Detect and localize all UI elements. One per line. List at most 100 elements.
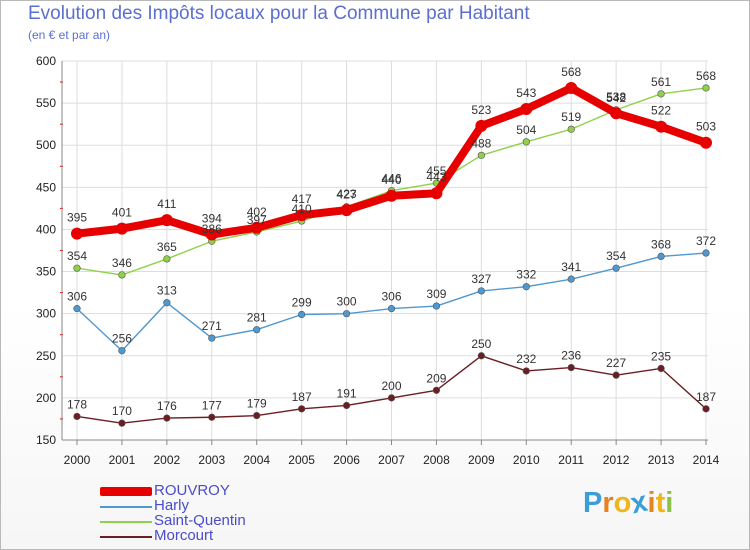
data-label-morcourt: 178 xyxy=(67,397,87,411)
data-label-morcourt: 179 xyxy=(247,397,267,411)
data-point-rouvroy xyxy=(71,227,83,240)
data-point-rouvroy xyxy=(655,120,668,133)
logo-letter: t xyxy=(655,487,666,519)
series-lines xyxy=(71,81,712,427)
data-point-morcourt xyxy=(567,363,575,372)
logo-letter: P xyxy=(583,487,603,519)
data-point-rouvroy xyxy=(340,204,353,217)
data-point-morcourt xyxy=(118,419,126,427)
x-tick-label: 2010 xyxy=(513,453,540,467)
data-point-morcourt xyxy=(432,386,441,394)
data-label-rouvroy: 402 xyxy=(247,205,267,219)
data-label-saint-quentin: 354 xyxy=(67,249,87,263)
x-tick-label: 2009 xyxy=(468,453,495,467)
x-tick-label: 2011 xyxy=(558,453,584,467)
data-label-harly: 332 xyxy=(516,268,536,282)
data-point-rouvroy xyxy=(250,221,263,234)
data-label-saint-quentin: 488 xyxy=(471,136,491,150)
data-point-harly xyxy=(253,326,261,334)
data-label-rouvroy: 538 xyxy=(606,90,626,104)
data-point-saint-quentin xyxy=(657,90,665,98)
data-label-morcourt: 235 xyxy=(651,349,671,363)
data-label-morcourt: 200 xyxy=(381,379,401,393)
data-point-rouvroy xyxy=(520,103,533,116)
data-label-harly: 372 xyxy=(696,234,716,248)
grid xyxy=(62,60,708,440)
data-label-harly: 300 xyxy=(337,295,357,309)
data-label-harly: 281 xyxy=(247,311,267,325)
data-point-saint-quentin xyxy=(118,271,126,279)
y-tick-label: 300 xyxy=(36,307,56,321)
data-point-rouvroy xyxy=(295,209,308,222)
data-label-rouvroy: 522 xyxy=(651,104,671,118)
legend-label-rouvroy: ROUVROY xyxy=(154,482,230,499)
legend-label-morcourt: Morcourt xyxy=(154,527,214,544)
data-point-harly xyxy=(208,334,216,342)
y-tick-label: 550 xyxy=(36,96,56,110)
data-label-saint-quentin: 504 xyxy=(516,123,536,137)
data-point-harly xyxy=(567,275,575,283)
x-tick-label: 2000 xyxy=(64,453,91,467)
data-label-harly: 341 xyxy=(561,260,581,274)
data-label-saint-quentin: 386 xyxy=(202,222,222,236)
data-point-harly xyxy=(118,347,126,355)
logo-letter: i xyxy=(665,487,674,519)
data-point-rouvroy xyxy=(205,228,218,241)
data-point-harly xyxy=(342,310,351,318)
data-point-rouvroy xyxy=(610,107,623,120)
data-label-harly: 306 xyxy=(381,290,401,304)
data-point-morcourt xyxy=(387,394,396,402)
data-label-saint-quentin: 410 xyxy=(292,202,312,216)
data-label-saint-quentin: 568 xyxy=(696,69,716,83)
x-tick-label: 2006 xyxy=(333,453,360,467)
data-label-harly: 354 xyxy=(606,249,626,263)
data-label-morcourt: 250 xyxy=(471,337,491,351)
data-label-rouvroy: 523 xyxy=(471,103,491,117)
data-label-rouvroy: 423 xyxy=(337,187,357,201)
data-label-rouvroy: 568 xyxy=(561,65,581,79)
data-label-morcourt: 232 xyxy=(516,352,536,366)
data-point-saint-quentin xyxy=(567,125,575,133)
data-label-rouvroy: 395 xyxy=(67,211,87,225)
data-label-rouvroy: 401 xyxy=(112,206,132,220)
x-tick-label: 2014 xyxy=(693,453,720,467)
data-point-harly xyxy=(387,305,396,313)
data-label-saint-quentin: 397 xyxy=(247,213,267,227)
y-tick-label: 200 xyxy=(36,391,56,405)
data-point-morcourt xyxy=(477,352,485,360)
data-label-rouvroy: 417 xyxy=(292,192,312,206)
chart-subtitle: (en € et par an) xyxy=(28,28,111,42)
data-point-harly xyxy=(702,249,710,257)
data-label-rouvroy: 543 xyxy=(516,86,536,100)
data-label-rouvroy: 411 xyxy=(157,197,176,211)
data-point-harly xyxy=(432,302,441,310)
data-label-harly: 256 xyxy=(112,332,132,346)
data-point-harly xyxy=(612,264,620,272)
data-label-morcourt: 177 xyxy=(202,398,222,412)
data-label-morcourt: 187 xyxy=(696,390,716,404)
data-point-saint-quentin xyxy=(702,84,710,92)
data-point-saint-quentin xyxy=(163,255,171,263)
x-tick-label: 2001 xyxy=(109,453,136,467)
data-label-morcourt: 209 xyxy=(426,371,446,385)
y-tick-label: 400 xyxy=(36,222,56,236)
data-point-morcourt xyxy=(163,414,171,422)
data-point-morcourt xyxy=(73,412,81,421)
axes: 150 200 250 300 350 400 450 500 550 600 2000 2001 20… xyxy=(36,54,720,467)
data-label-harly: 368 xyxy=(651,237,671,251)
data-point-rouvroy xyxy=(385,189,398,202)
data-point-rouvroy xyxy=(430,187,443,200)
x-tick-label: 2007 xyxy=(378,453,405,467)
data-label-saint-quentin: 519 xyxy=(561,110,581,124)
data-point-morcourt xyxy=(522,367,530,375)
chart-title: Evolution des Impôts locaux pour la Comm… xyxy=(28,3,530,24)
data-label-rouvroy: 503 xyxy=(696,120,716,134)
data-point-rouvroy xyxy=(115,222,128,235)
legend-swatch-saint-quentin xyxy=(100,514,152,529)
data-label-morcourt: 187 xyxy=(292,390,312,404)
data-label-morcourt: 236 xyxy=(561,349,581,363)
legend-swatch-morcourt xyxy=(100,529,152,544)
data-point-rouvroy xyxy=(475,119,488,132)
data-point-saint-quentin xyxy=(73,264,81,272)
